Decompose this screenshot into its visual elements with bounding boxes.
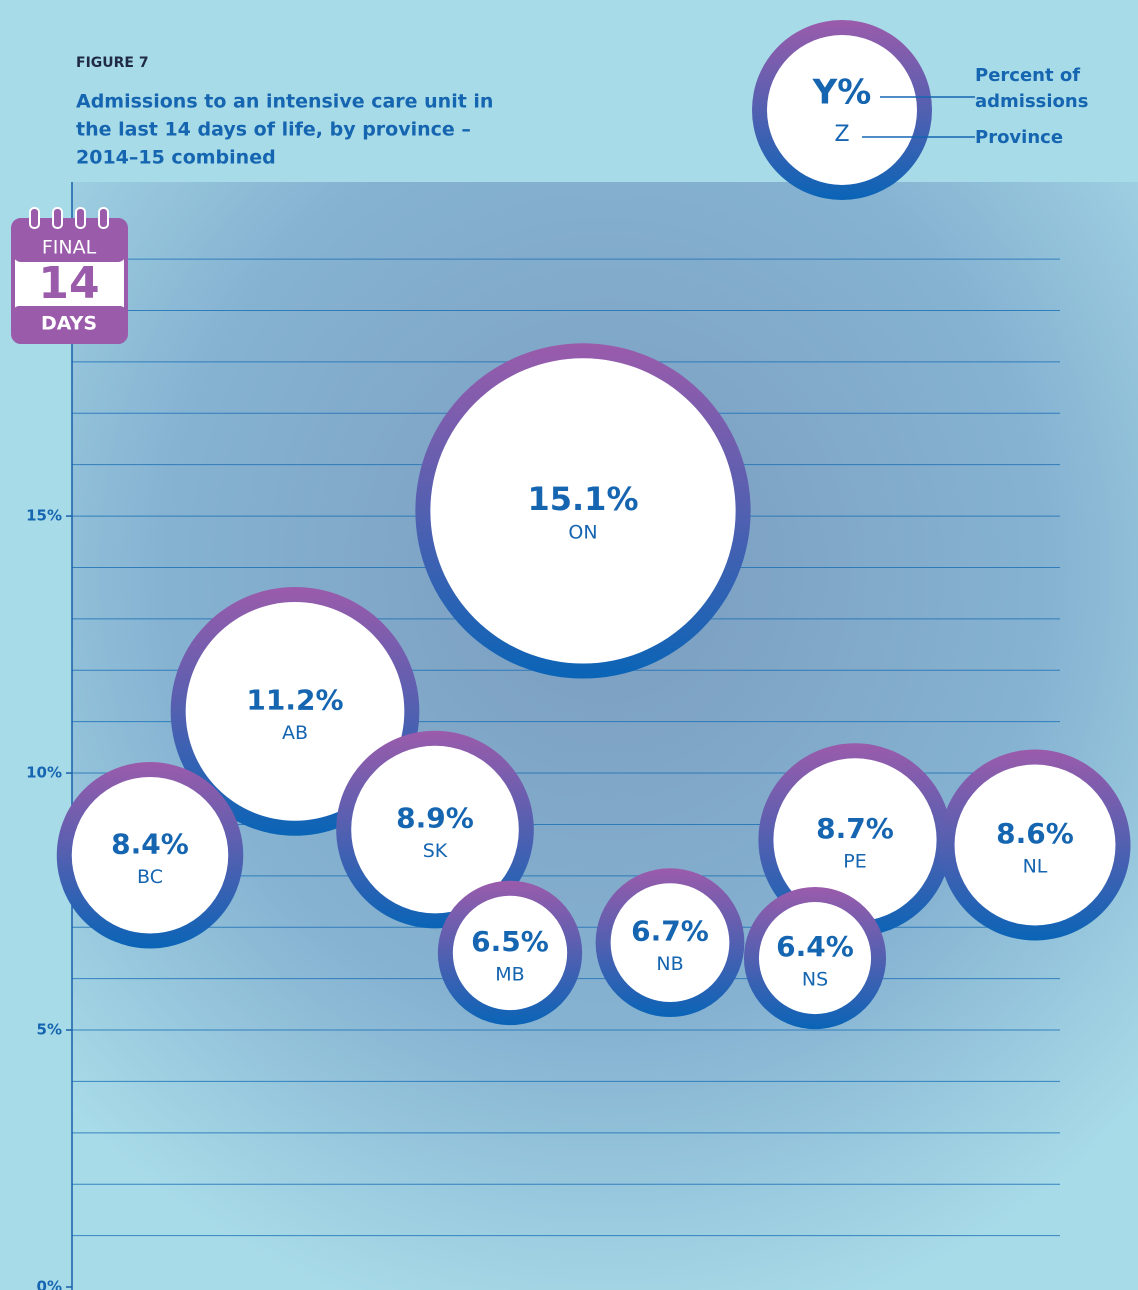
category-label: PE [843, 850, 866, 872]
category-label: NB [656, 953, 683, 975]
legend-caption: Province [975, 127, 1063, 148]
calendar-ring [29, 207, 40, 229]
value-label: 8.4% [111, 827, 189, 860]
title-line: Admissions to an intensive care unit in [76, 91, 493, 113]
calendar-ring [52, 207, 63, 229]
calendar-footer [13, 306, 126, 342]
bubble-inner [758, 902, 872, 1015]
value-label: 6.5% [471, 925, 549, 958]
y-tick-label: 10% [26, 764, 62, 782]
calendar-bottom: DAYS [41, 313, 97, 335]
category-label: MB [495, 963, 524, 985]
category-label: NL [1023, 856, 1048, 878]
value-label: 8.7% [816, 812, 894, 845]
calendar-ring [98, 207, 109, 229]
legend-caption: admissions [975, 91, 1088, 112]
value-label: 6.7% [631, 915, 709, 948]
calendar-number: 14 [38, 258, 99, 309]
bubble-inner [71, 777, 229, 934]
bubble-inner [610, 883, 730, 1003]
category-label: AB [282, 722, 308, 744]
value-label: 6.4% [776, 930, 854, 963]
y-tick-label: 15% [26, 507, 62, 525]
category-label: NS [802, 969, 828, 991]
legend-caption: Percent of [975, 65, 1080, 86]
bubble-inner [452, 895, 568, 1011]
category-label: ON [568, 521, 597, 543]
y-tick-label: 5% [37, 1021, 62, 1039]
figure-label: FIGURE 7 [76, 55, 149, 71]
calendar-ring [75, 207, 86, 229]
value-label: 8.9% [396, 802, 474, 835]
bubble-inner [185, 602, 405, 821]
y-tick-label: 0% [37, 1278, 62, 1290]
bubble-inner [351, 745, 519, 914]
legend-name: Z [834, 122, 849, 147]
value-label: 11.2% [246, 683, 343, 716]
calendar-header [13, 220, 126, 262]
category-label: SK [423, 840, 448, 862]
category-label: BC [137, 866, 163, 888]
title-line: 2014–15 combined [76, 147, 276, 169]
bubble-inner [430, 358, 736, 664]
legend-inner [767, 35, 917, 185]
value-label: 15.1% [527, 480, 638, 518]
legend-value: Y% [812, 73, 872, 113]
bubble-inner [954, 764, 1116, 926]
calendar-top: FINAL [42, 237, 97, 259]
calendar-icon: FINAL 14 DAYS [11, 207, 128, 344]
value-label: 8.6% [996, 817, 1074, 850]
bubble-inner [773, 758, 937, 922]
title-line: the last 14 days of life, by province – [76, 119, 471, 141]
